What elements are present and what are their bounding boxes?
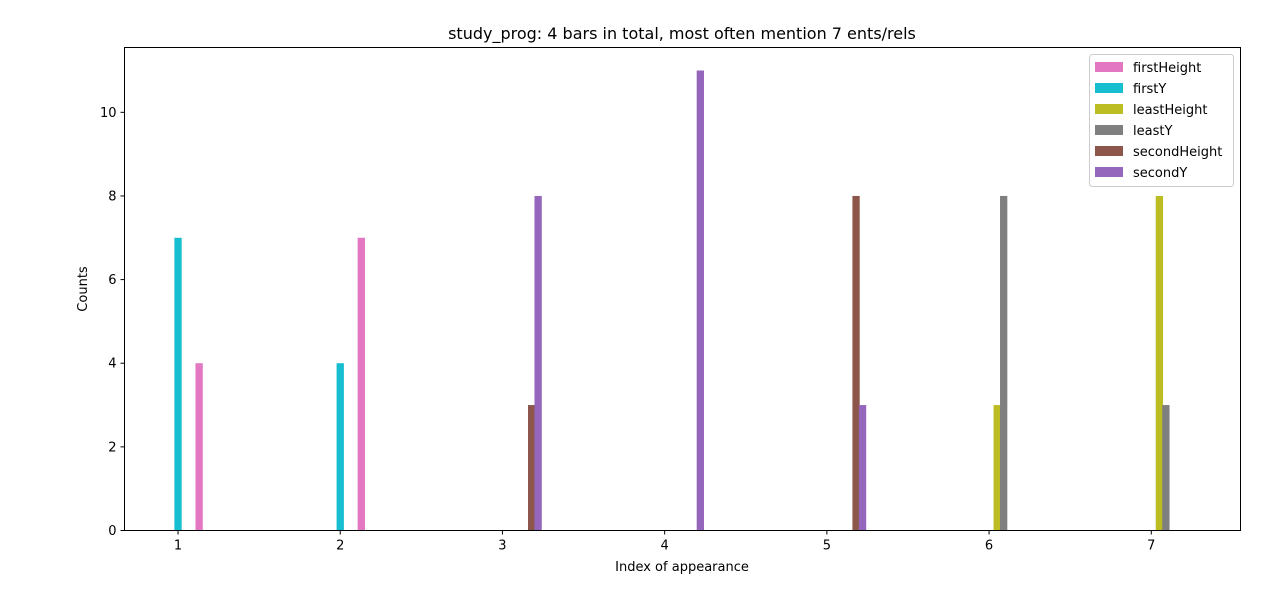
legend-label-leastHeight: leastHeight [1133, 103, 1207, 118]
legend-swatch-secondY [1095, 167, 1123, 177]
bar-secondY-5 [858, 405, 867, 531]
bar-secondY-4 [696, 70, 704, 531]
legend-swatch-secondHeight [1095, 146, 1123, 156]
y-tick-label: 0 [108, 524, 116, 539]
y-tick-label: 2 [108, 440, 116, 455]
legend-label-firstY: firstY [1133, 82, 1166, 97]
legend-swatch-firstHeight [1095, 62, 1123, 72]
bar-leastHeight-7 [1155, 195, 1164, 531]
legend-label-firstHeight: firstHeight [1133, 61, 1201, 76]
plot-area-frame [124, 47, 1241, 531]
bar-firstY-1 [174, 237, 182, 531]
chart-title: study_prog: 4 bars in total, most often … [448, 24, 916, 44]
y-tick-label: 8 [108, 189, 116, 204]
y-tick-label: 6 [108, 273, 116, 288]
bar-leastY-7 [1162, 405, 1170, 531]
bar-firstHeight-1 [195, 363, 203, 531]
x-tick-label: 4 [661, 539, 669, 554]
y-axis-label: Counts [76, 266, 91, 312]
bar-leastY-6 [1000, 195, 1008, 531]
x-tick-label: 5 [823, 539, 831, 554]
legend-box [1089, 54, 1234, 187]
bar-secondHeight-3 [527, 405, 536, 531]
bars-layer [174, 70, 1170, 531]
x-tick-label: 3 [498, 539, 506, 554]
bar-firstY-2 [336, 363, 344, 531]
bar-secondY-3 [534, 195, 542, 531]
x-tick-label: 2 [336, 539, 344, 554]
legend-swatch-firstY [1095, 83, 1123, 93]
legend-swatch-leastHeight [1095, 104, 1123, 114]
x-tick-label: 7 [1147, 539, 1155, 554]
y-tick-label: 4 [108, 357, 116, 372]
y-axis: 0 2 4 6 8 10 [100, 106, 125, 539]
x-tick-label: 1 [174, 539, 182, 554]
bar-firstHeight-2 [357, 237, 365, 531]
legend: firstHeight firstY leastHeight leastY second… [1089, 54, 1234, 187]
bar-secondHeight-5 [852, 195, 860, 531]
x-tick-label: 6 [985, 539, 993, 554]
bar-leastHeight-6 [993, 405, 1001, 531]
legend-label-secondHeight: secondHeight [1133, 145, 1222, 160]
x-axis: 1 2 3 4 5 6 7 [174, 530, 1155, 554]
legend-swatch-leastY [1095, 125, 1123, 135]
legend-label-secondY: secondY [1133, 166, 1187, 181]
y-tick-label: 10 [100, 106, 117, 121]
legend-label-leastY: leastY [1133, 124, 1172, 139]
x-axis-label: Index of appearance [615, 560, 749, 575]
